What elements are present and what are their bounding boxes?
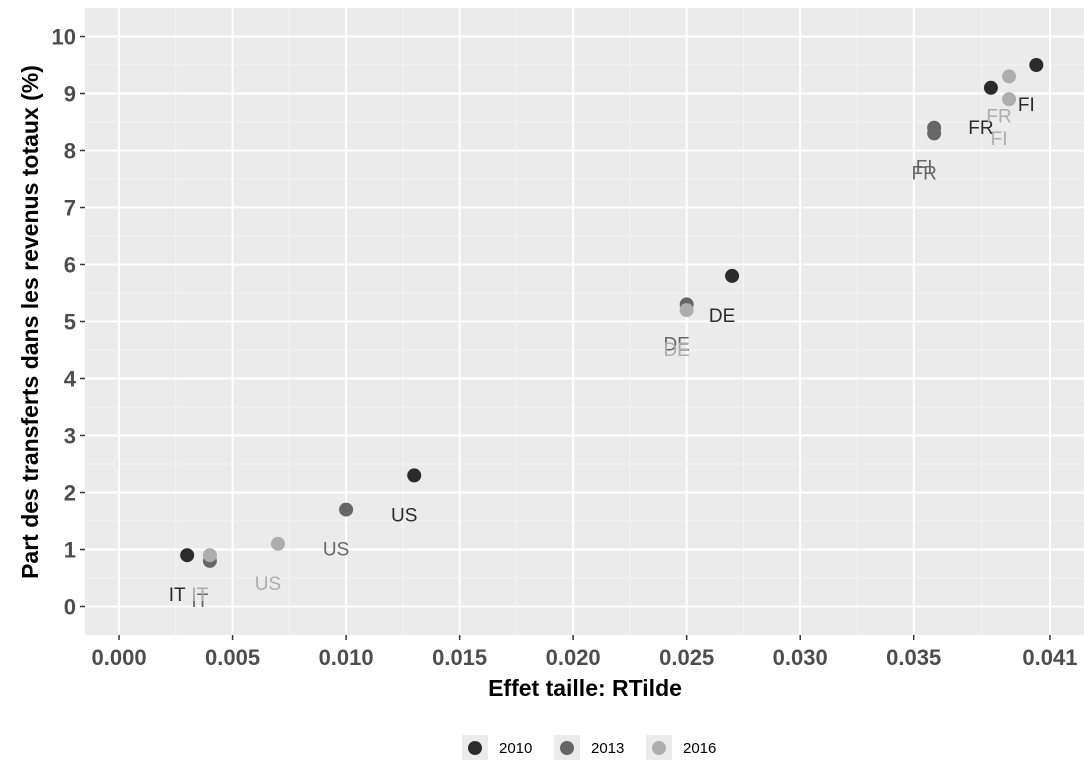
x-tick-label: 0.041 xyxy=(1022,645,1077,670)
point-label-2010-IT: IT xyxy=(169,585,186,606)
data-points xyxy=(180,58,1044,568)
y-tick-label: 2 xyxy=(64,481,76,506)
data-point-2010-FI xyxy=(1029,58,1044,72)
x-tick-label: 0.005 xyxy=(205,645,260,670)
y-axis-ticks: 0 1 2 3 4 5 6 7 8 9 10 xyxy=(52,25,85,620)
point-label-2013-FR: FR xyxy=(911,163,936,184)
point-label-2016-IT: IT xyxy=(191,585,208,606)
data-point-2016-FI xyxy=(1002,92,1017,107)
y-tick-label: 8 xyxy=(64,139,76,164)
x-tick-label: 0.015 xyxy=(432,645,487,670)
point-label-2013-IT: IT xyxy=(191,591,208,612)
y-tick-label: 3 xyxy=(64,424,76,449)
legend-label-2010: 2010 xyxy=(499,740,532,757)
point-label-2010-DE: DE xyxy=(709,306,735,327)
legend-marker-2013 xyxy=(560,741,574,755)
point-label-2010-FR: FR xyxy=(968,118,993,139)
data-point-2016-US xyxy=(270,536,285,551)
data-point-2013-US xyxy=(339,502,354,517)
legend: 2010 2013 2016 xyxy=(462,735,716,760)
y-tick-label: 10 xyxy=(52,25,76,50)
point-label-2016-US: US xyxy=(255,574,281,595)
point-label-2013-US: US xyxy=(323,540,349,561)
point-label-2016-FR: FR xyxy=(986,106,1011,127)
x-tick-label: 0.035 xyxy=(886,645,941,670)
data-point-2010-FR xyxy=(983,80,998,95)
y-tick-label: 6 xyxy=(64,253,76,278)
data-point-2016-DE xyxy=(679,303,694,318)
data-point-2013-FI xyxy=(927,120,942,135)
legend-label-2013: 2013 xyxy=(591,740,624,757)
legend-marker-2016 xyxy=(652,741,666,755)
point-label-2013-DE: DE xyxy=(663,334,689,355)
y-tick-label: 9 xyxy=(64,82,76,107)
x-tick-label: 0.010 xyxy=(319,645,374,670)
data-point-2010-DE xyxy=(725,268,740,283)
data-point-2016-IT xyxy=(202,548,217,563)
x-tick-label: 0.025 xyxy=(659,645,714,670)
x-axis-title: Effet taille: RTilde xyxy=(488,675,682,701)
point-label-2010-FI: FI xyxy=(1018,95,1035,116)
data-point-2010-US xyxy=(407,468,422,483)
legend-label-2016: 2016 xyxy=(683,740,716,757)
y-tick-label: 7 xyxy=(64,196,76,221)
y-tick-label: 4 xyxy=(64,367,77,392)
point-label-2016-DE: DE xyxy=(663,340,689,361)
point-label-2010-US: US xyxy=(391,505,417,526)
y-tick-label: 0 xyxy=(64,595,76,620)
x-tick-label: 0.030 xyxy=(773,645,828,670)
y-axis-title: Part des transferts dans les revenus tot… xyxy=(17,65,43,579)
point-label-2016-FI: FI xyxy=(991,129,1008,150)
y-tick-label: 1 xyxy=(64,538,76,563)
y-tick-label: 5 xyxy=(64,310,76,335)
x-axis-ticks: 0.000 0.005 0.010 0.015 0.020 0.025 0.030 0.035… xyxy=(92,635,1077,670)
data-point-2016-FR xyxy=(1002,69,1017,84)
legend-marker-2010 xyxy=(468,741,482,755)
x-tick-label: 0.000 xyxy=(92,645,147,670)
data-point-2010-IT xyxy=(180,548,195,563)
x-tick-label: 0.020 xyxy=(546,645,601,670)
point-label-2013-FI: FI xyxy=(916,158,933,179)
major-gridlines xyxy=(85,8,1084,635)
